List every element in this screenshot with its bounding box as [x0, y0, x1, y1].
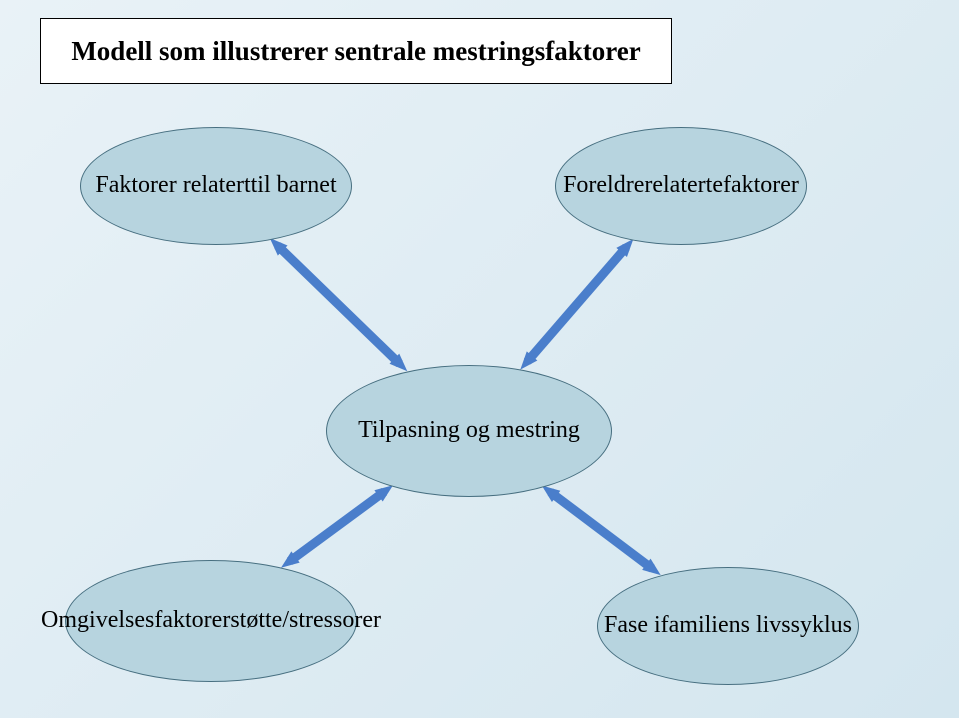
node-label-line: faktorer [723, 172, 799, 200]
title-box: Modell som illustrerer sentrale mestring… [40, 18, 672, 84]
node-center: Tilpasning og mestring [326, 365, 612, 497]
node-label-line: Faktorer relatert [95, 172, 250, 200]
node-bottom-left: Omgivelsesfaktorerstøtte/stressorer [65, 560, 357, 682]
title-text: Modell som illustrerer sentrale mestring… [71, 36, 640, 67]
node-label-line: familiens livssyklus [661, 612, 852, 640]
node-bottom-right: Fase ifamiliens livssyklus [597, 567, 859, 685]
node-label-line: Tilpasning og mestring [358, 417, 580, 445]
node-top-right: Foreldrerelatertefaktorer [555, 127, 807, 245]
node-label-line: til barnet [251, 172, 337, 200]
node-label-line: Foreldrerelaterte [563, 172, 723, 200]
node-label-line: støtte/stressorer [230, 607, 381, 635]
node-label-line: Omgivelsesfaktorer [41, 607, 230, 635]
node-label-line: Fase i [604, 612, 661, 640]
node-top-left: Faktorer relaterttil barnet [80, 127, 352, 245]
